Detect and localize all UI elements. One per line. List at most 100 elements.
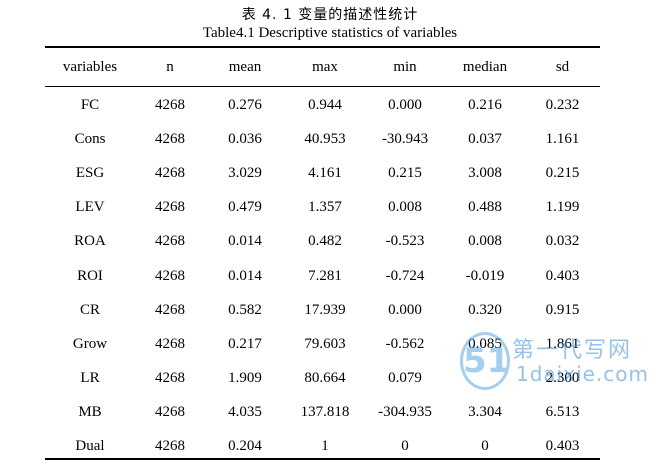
header-min: min: [393, 58, 417, 75]
table-row: ROI 4268 0.014 7.281 -0.724 -0.019 0.403: [45, 259, 600, 293]
variable-name-cell: ROA: [74, 233, 106, 250]
stat-cell: 1.199: [545, 199, 580, 216]
stat-cell: 0.276: [228, 96, 262, 113]
stat-cell: 0.944: [308, 96, 342, 113]
header-median: median: [462, 58, 508, 75]
stat-cell: 0.008: [388, 199, 422, 216]
stat-cell: -0.523: [385, 233, 425, 250]
stat-cell: 0.204: [228, 438, 262, 455]
stat-cell: 0.036: [228, 130, 262, 147]
stat-cell: 0.320: [468, 301, 502, 318]
stat-cell: 0.482: [308, 233, 342, 250]
header-variables: variables: [62, 58, 118, 75]
header-n: n: [166, 58, 174, 75]
stat-cell: 4.035: [228, 404, 262, 421]
table-caption-chinese: 表 4. 1 变量的描述性统计: [241, 7, 419, 23]
header-max: max: [312, 58, 338, 75]
stat-cell: 4268: [155, 438, 185, 455]
stat-cell: 0: [401, 438, 409, 455]
stat-cell: 0.032: [545, 233, 580, 250]
stat-cell: -0.724: [385, 267, 425, 284]
table-row: Cons 4268 0.036 40.953 -30.943 0.037 1.161: [45, 122, 600, 156]
stat-cell: 3.008: [468, 164, 502, 181]
stat-cell: 79.603: [304, 335, 346, 352]
stat-cell: 4268: [155, 267, 185, 284]
stat-cell: 0.403: [545, 438, 580, 455]
stat-cell: 6.513: [545, 404, 580, 421]
stat-cell: 0.215: [545, 164, 580, 181]
stat-cell: 0.915: [545, 301, 580, 318]
stat-cell: -0.019: [465, 267, 505, 284]
table-row: CR 4268 0.582 17.939 0.000 0.320 0.915: [45, 293, 600, 327]
stat-cell: 4268: [155, 199, 185, 216]
variable-name-cell: MB: [78, 404, 102, 421]
stat-cell: 3.304: [468, 404, 502, 421]
stat-cell: 0.215: [388, 164, 422, 181]
variable-name-cell: LEV: [75, 199, 105, 216]
stat-cell: 2.300: [545, 370, 580, 387]
stat-cell: 0.217: [228, 335, 262, 352]
table-row: LEV 4268 0.479 1.357 0.008 0.488 1.199: [45, 191, 600, 225]
stat-cell: 4268: [155, 335, 185, 352]
table-row: ROA 4268 0.014 0.482 -0.523 0.008 0.032: [45, 225, 600, 259]
stat-cell: 4268: [155, 130, 185, 147]
header-row: variables n mean max min median sd: [45, 48, 600, 86]
stat-cell: 7.281: [308, 267, 342, 284]
header-mean: mean: [228, 58, 262, 75]
stat-cell: -30.943: [381, 130, 429, 147]
stat-cell: 17.939: [304, 301, 346, 318]
bottom-rule: [45, 458, 600, 460]
stat-cell: 4268: [155, 301, 185, 318]
stat-cell: 0.079: [388, 370, 422, 387]
stat-cell: 1.357: [308, 199, 342, 216]
stat-cell: 0.232: [545, 96, 580, 113]
table-row: Dual 4268 0.204 1 0 0 0.403: [45, 430, 600, 464]
stat-cell: 4268: [155, 370, 185, 387]
stat-cell: -304.935: [378, 404, 432, 421]
variable-name-cell: ESG: [75, 164, 105, 181]
variable-name-cell: Cons: [74, 130, 106, 147]
stat-cell: 0.000: [388, 96, 422, 113]
table-body: FC 4268 0.276 0.944 0.000 0.216 0.232 Cons 4268 0…: [45, 86, 600, 464]
stat-cell: 0.014: [228, 267, 262, 284]
stat-cell: 0.014: [228, 233, 262, 250]
variable-name-cell: CR: [79, 301, 100, 318]
stat-cell: -0.562: [385, 335, 425, 352]
stat-cell: 0: [481, 438, 489, 455]
header-rule: [45, 86, 600, 87]
table-row: FC 4268 0.276 0.944 0.000 0.216 0.232: [45, 86, 600, 122]
table-row: MB 4268 4.035 137.818 -304.935 3.304 6.513: [45, 396, 600, 430]
top-rule: [45, 46, 600, 48]
variable-name-cell: Grow: [72, 335, 108, 352]
table-row: LR 4268 1.909 80.664 0.079 2.300: [45, 362, 600, 396]
variable-name-cell: ROI: [77, 267, 103, 284]
stat-cell: 1.161: [545, 130, 580, 147]
stat-cell: 4268: [155, 404, 185, 421]
stat-cell: 0.037: [468, 130, 502, 147]
stat-cell: 3.029: [228, 164, 262, 181]
stat-cell: 80.664: [304, 370, 346, 387]
descriptive-statistics-table: variables n mean max min median sd FC 426…: [45, 48, 600, 464]
stat-cell: 4268: [155, 164, 185, 181]
stat-cell: 0.403: [545, 267, 580, 284]
stat-cell: 1.861: [545, 335, 580, 352]
stat-cell: 0.216: [468, 96, 502, 113]
variable-name-cell: Dual: [75, 438, 105, 455]
stat-cell: [445, 362, 525, 396]
stat-cell: 4.161: [308, 164, 342, 181]
variable-name-cell: LR: [80, 370, 100, 387]
stat-cell: 137.818: [300, 404, 350, 421]
stat-cell: 0.000: [388, 301, 422, 318]
stat-cell: 1.909: [228, 370, 262, 387]
stat-cell: 1: [321, 438, 329, 455]
stat-cell: 0.479: [228, 199, 262, 216]
stat-cell: 4268: [155, 96, 185, 113]
table-row: ESG 4268 3.029 4.161 0.215 3.008 0.215: [45, 156, 600, 190]
header-sd: sd: [555, 58, 570, 75]
stat-cell: 40.953: [304, 130, 346, 147]
stat-cell: 0.085: [468, 335, 502, 352]
stat-cell: 0.582: [228, 301, 262, 318]
table-caption-english: Table4.1 Descriptive statistics of varia…: [202, 25, 458, 41]
stat-cell: 0.008: [468, 233, 502, 250]
table-row: Grow 4268 0.217 79.603 -0.562 0.085 1.861: [45, 327, 600, 361]
